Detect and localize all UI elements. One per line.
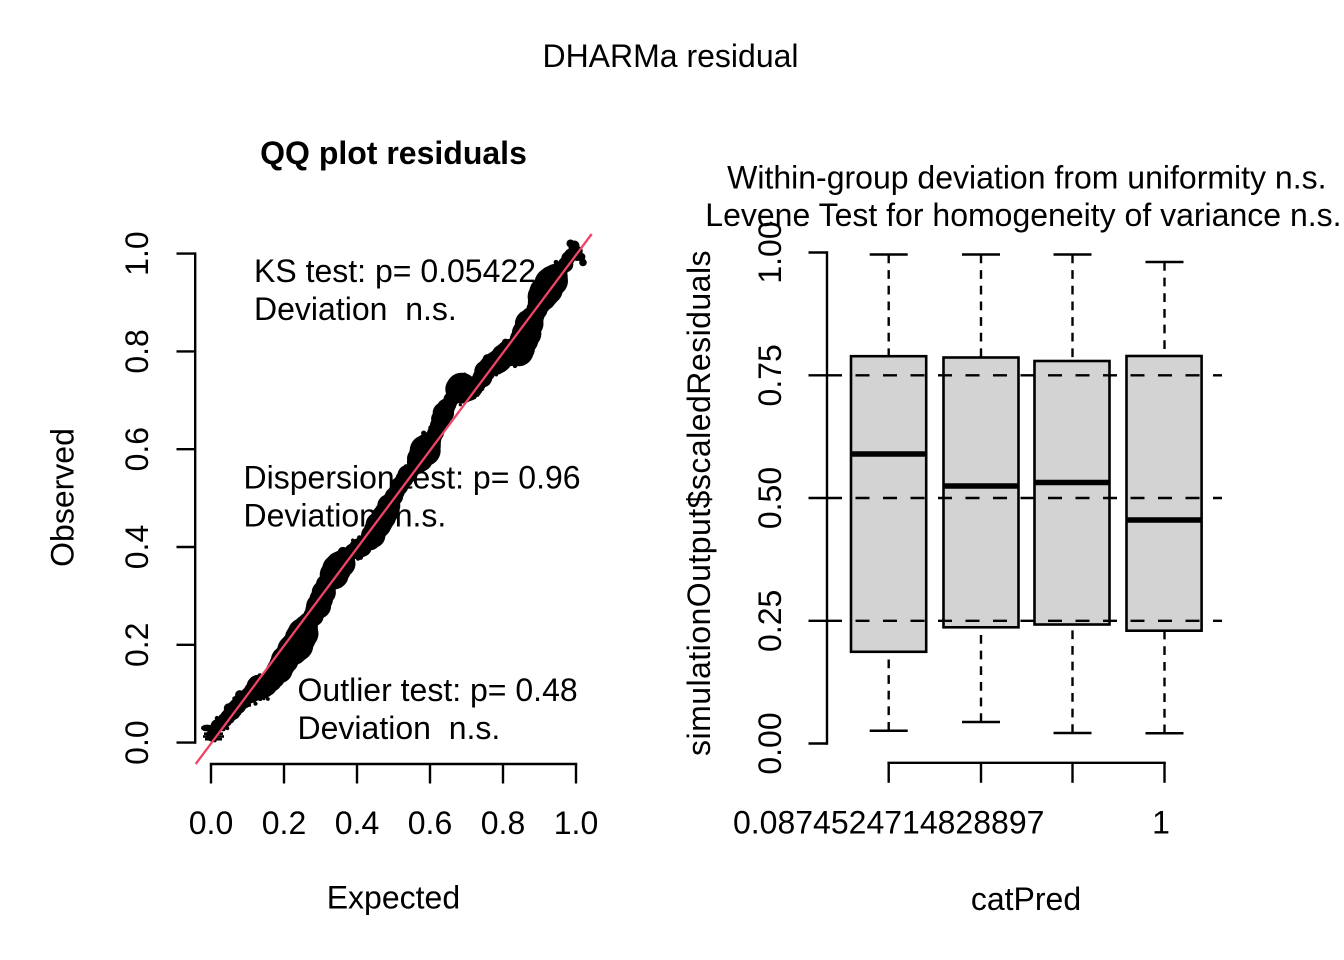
- svg-text:1.00: 1.00: [752, 221, 788, 283]
- svg-text:Outlier test: p= 0.48: Outlier test: p= 0.48: [298, 672, 578, 708]
- svg-text:0.6: 0.6: [119, 427, 155, 471]
- svg-text:1: 1: [1152, 805, 1170, 841]
- svg-text:KS test: p= 0.05422: KS test: p= 0.05422: [254, 253, 536, 289]
- svg-text:DHARMa residual: DHARMa residual: [542, 38, 798, 74]
- svg-text:0.8: 0.8: [119, 329, 155, 373]
- svg-text:0.00: 0.00: [752, 712, 788, 774]
- svg-text:1.0: 1.0: [554, 805, 598, 841]
- svg-text:QQ plot residuals: QQ plot residuals: [260, 135, 527, 171]
- svg-text:0.75: 0.75: [752, 344, 788, 406]
- svg-text:Deviation n.s.: Deviation n.s.: [254, 291, 457, 327]
- svg-text:0.4: 0.4: [119, 525, 155, 569]
- svg-text:0.2: 0.2: [262, 805, 306, 841]
- svg-text:Expected: Expected: [327, 880, 460, 916]
- svg-text:0.6: 0.6: [408, 805, 452, 841]
- svg-text:0.0: 0.0: [189, 805, 233, 841]
- svg-text:simulationOutput$scaledResidua: simulationOutput$scaledResiduals: [681, 250, 717, 756]
- svg-text:Deviation n.s.: Deviation n.s.: [244, 498, 447, 534]
- svg-text:0.50: 0.50: [752, 467, 788, 529]
- svg-text:1.0: 1.0: [119, 231, 155, 275]
- svg-text:Observed: Observed: [45, 428, 81, 567]
- svg-text:Deviation n.s.: Deviation n.s.: [298, 710, 501, 746]
- svg-text:catPred: catPred: [971, 881, 1081, 917]
- svg-text:0.25: 0.25: [752, 590, 788, 652]
- svg-text:0.2: 0.2: [119, 623, 155, 667]
- svg-text:0.8: 0.8: [481, 805, 525, 841]
- svg-text:0.0: 0.0: [119, 720, 155, 764]
- svg-text:Within-group deviation from un: Within-group deviation from uniformity n…: [727, 160, 1326, 196]
- svg-text:0.4: 0.4: [335, 805, 379, 841]
- svg-text:0.0874524714828897: 0.0874524714828897: [733, 805, 1044, 841]
- svg-text:Levene Test for homogeneity of: Levene Test for homogeneity of variance …: [705, 197, 1341, 233]
